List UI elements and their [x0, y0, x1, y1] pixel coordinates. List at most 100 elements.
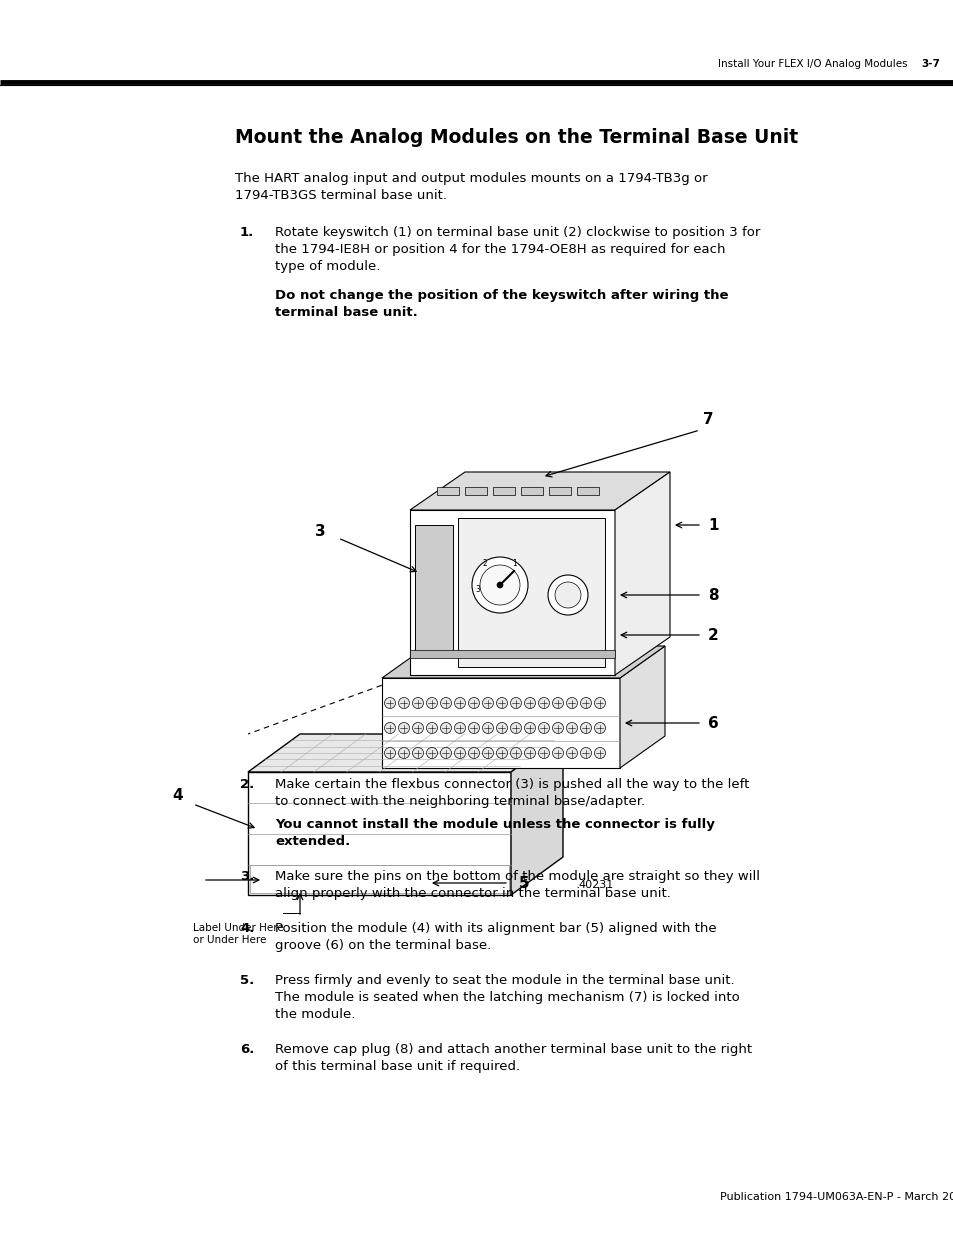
Circle shape — [454, 722, 465, 734]
Circle shape — [440, 698, 451, 709]
Polygon shape — [615, 472, 669, 676]
Circle shape — [579, 722, 591, 734]
Circle shape — [594, 722, 605, 734]
Text: Publication 1794-UM063A-EN-P - March 2006: Publication 1794-UM063A-EN-P - March 200… — [720, 1192, 953, 1202]
Circle shape — [552, 722, 563, 734]
Circle shape — [537, 747, 549, 758]
Text: 40231: 40231 — [578, 881, 613, 890]
Circle shape — [468, 747, 479, 758]
Circle shape — [426, 747, 437, 758]
Circle shape — [384, 722, 395, 734]
Polygon shape — [548, 487, 571, 495]
Circle shape — [524, 698, 535, 709]
Circle shape — [537, 698, 549, 709]
Circle shape — [497, 582, 502, 588]
Text: 1: 1 — [707, 517, 718, 532]
Circle shape — [426, 698, 437, 709]
Text: 3: 3 — [475, 585, 480, 594]
Polygon shape — [381, 678, 619, 768]
Polygon shape — [520, 487, 542, 495]
Circle shape — [482, 698, 493, 709]
Circle shape — [412, 722, 423, 734]
Circle shape — [454, 747, 465, 758]
Circle shape — [524, 722, 535, 734]
Circle shape — [454, 698, 465, 709]
Circle shape — [524, 747, 535, 758]
Circle shape — [594, 698, 605, 709]
Text: 6.: 6. — [240, 1044, 254, 1056]
Text: Label Under Here
or Under Here: Label Under Here or Under Here — [193, 923, 283, 945]
Circle shape — [594, 747, 605, 758]
Text: 2: 2 — [707, 627, 718, 642]
Text: the module.: the module. — [274, 1008, 355, 1021]
Text: 8: 8 — [707, 588, 718, 603]
Text: The module is seated when the latching mechanism (7) is locked into: The module is seated when the latching m… — [274, 990, 739, 1004]
Text: Remove cap plug (8) and attach another terminal base unit to the right: Remove cap plug (8) and attach another t… — [274, 1044, 751, 1056]
Text: 2.: 2. — [240, 778, 254, 790]
Circle shape — [479, 564, 519, 605]
Text: The HART analog input and output modules mounts on a 1794-TB3g or: The HART analog input and output modules… — [234, 172, 707, 185]
Text: 1794-TB3GS terminal base unit.: 1794-TB3GS terminal base unit. — [234, 189, 447, 203]
Text: You cannot install the module unless the connector is fully: You cannot install the module unless the… — [274, 818, 714, 831]
Circle shape — [426, 722, 437, 734]
Circle shape — [496, 698, 507, 709]
Text: 5.: 5. — [240, 974, 254, 987]
Polygon shape — [464, 487, 486, 495]
Text: 1: 1 — [512, 558, 517, 568]
Text: Press firmly and evenly to seat the module in the terminal base unit.: Press firmly and evenly to seat the modu… — [274, 974, 734, 987]
Polygon shape — [511, 734, 562, 895]
Circle shape — [384, 747, 395, 758]
Circle shape — [552, 747, 563, 758]
Text: Position the module (4) with its alignment bar (5) aligned with the: Position the module (4) with its alignme… — [274, 923, 716, 935]
FancyBboxPatch shape — [250, 864, 509, 893]
Text: the 1794-IE8H or position 4 for the 1794-OE8H as required for each: the 1794-IE8H or position 4 for the 1794… — [274, 243, 724, 256]
Text: Rotate keyswitch (1) on terminal base unit (2) clockwise to position 3 for: Rotate keyswitch (1) on terminal base un… — [274, 226, 760, 240]
Circle shape — [468, 698, 479, 709]
Text: 3: 3 — [314, 524, 325, 538]
Circle shape — [412, 747, 423, 758]
Polygon shape — [436, 487, 458, 495]
Text: 7: 7 — [702, 412, 713, 427]
Polygon shape — [410, 472, 669, 510]
Circle shape — [440, 747, 451, 758]
Circle shape — [510, 698, 521, 709]
Circle shape — [440, 722, 451, 734]
Polygon shape — [410, 510, 615, 676]
Circle shape — [468, 722, 479, 734]
Circle shape — [496, 722, 507, 734]
Polygon shape — [248, 772, 511, 895]
FancyBboxPatch shape — [415, 525, 453, 655]
Text: Make sure the pins on the bottom of the module are straight so they will: Make sure the pins on the bottom of the … — [274, 869, 760, 883]
Circle shape — [398, 722, 409, 734]
Polygon shape — [577, 487, 598, 495]
Text: to connect with the neighboring terminal base/adapter.: to connect with the neighboring terminal… — [274, 795, 644, 808]
Text: of this terminal base unit if required.: of this terminal base unit if required. — [274, 1060, 519, 1073]
Text: Install Your FLEX I/O Analog Modules: Install Your FLEX I/O Analog Modules — [718, 59, 907, 69]
Circle shape — [384, 698, 395, 709]
Text: extended.: extended. — [274, 835, 350, 848]
Polygon shape — [493, 487, 515, 495]
Polygon shape — [248, 734, 562, 772]
Circle shape — [579, 747, 591, 758]
Circle shape — [566, 722, 577, 734]
Text: 6: 6 — [707, 715, 718, 730]
Circle shape — [482, 747, 493, 758]
Text: Do not change the position of the keyswitch after wiring the: Do not change the position of the keyswi… — [274, 289, 728, 303]
Circle shape — [398, 698, 409, 709]
Polygon shape — [381, 646, 664, 678]
Circle shape — [552, 698, 563, 709]
Text: 4.: 4. — [240, 923, 254, 935]
Circle shape — [555, 582, 580, 608]
Text: 4: 4 — [172, 788, 183, 804]
Text: type of module.: type of module. — [274, 261, 380, 273]
Text: Make certain the flexbus connector (3) is pushed all the way to the left: Make certain the flexbus connector (3) i… — [274, 778, 749, 790]
Text: align properly with the connector in the terminal base unit.: align properly with the connector in the… — [274, 887, 670, 900]
Circle shape — [510, 747, 521, 758]
Text: 3-7: 3-7 — [921, 59, 939, 69]
Circle shape — [398, 747, 409, 758]
Circle shape — [579, 698, 591, 709]
Text: groove (6) on the terminal base.: groove (6) on the terminal base. — [274, 939, 491, 952]
Circle shape — [537, 722, 549, 734]
Text: 1.: 1. — [240, 226, 254, 240]
Circle shape — [566, 747, 577, 758]
